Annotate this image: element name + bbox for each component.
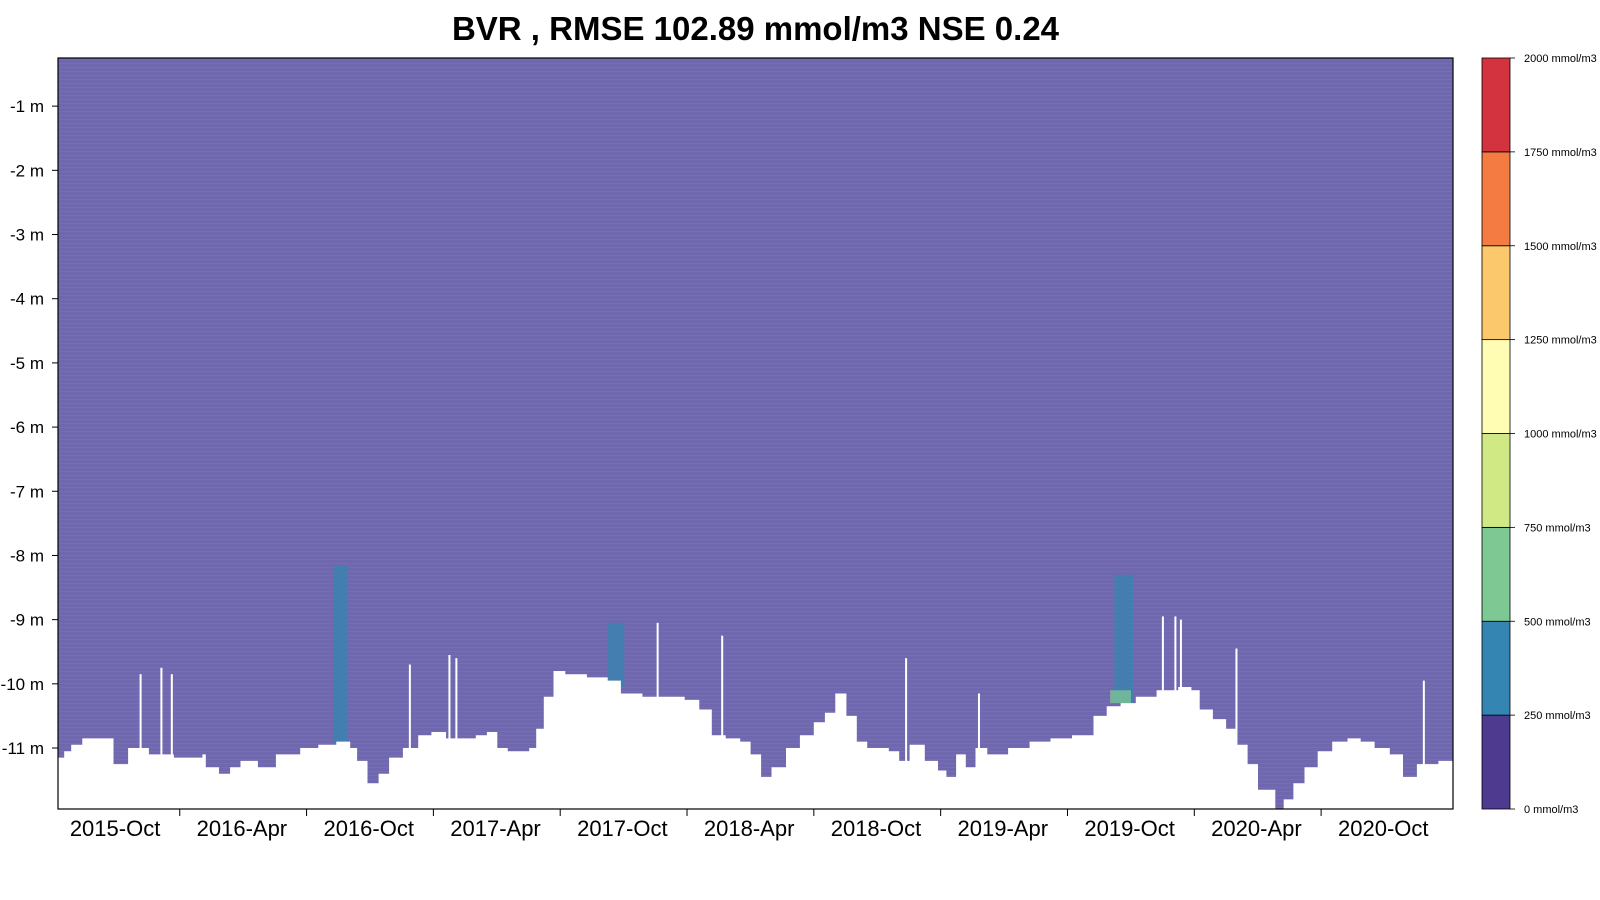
data-gap-10 <box>1161 616 1164 809</box>
data-gap-14 <box>1422 680 1425 809</box>
colorbar-bin-1 <box>1481 620 1511 716</box>
data-gap-0 <box>139 674 142 809</box>
high-value-patch-3 <box>1110 690 1131 704</box>
x-tick-label-4: 2017-Oct <box>577 816 668 841</box>
high-value-patch-2 <box>1114 574 1134 704</box>
data-gap-6 <box>656 622 659 809</box>
colorbar-bin-5 <box>1481 245 1511 341</box>
x-tick-label-8: 2019-Oct <box>1084 816 1175 841</box>
colorbar-bin-4 <box>1481 339 1511 434</box>
x-tick-label-0: 2015-Oct <box>70 816 161 841</box>
data-gap-1 <box>160 667 163 809</box>
heatmap-texture <box>58 58 1453 809</box>
data-gap-11 <box>1174 616 1177 809</box>
data-gap-13 <box>1235 648 1238 809</box>
colorbar-bin-7 <box>1481 57 1511 153</box>
colorbar-bin-6 <box>1481 151 1511 247</box>
x-tick-label-7: 2019-Apr <box>958 816 1049 841</box>
colorbar-label-6: 1500 mmol/m3 <box>1524 241 1597 253</box>
y-tick-label-5: -6 m <box>10 418 44 437</box>
colorbar-label-0: 0 mmol/m3 <box>1524 804 1578 816</box>
data-gap-12 <box>1179 619 1182 809</box>
colorbar-bin-2 <box>1481 526 1511 622</box>
colorbar-label-2: 500 mmol/m3 <box>1524 616 1591 628</box>
chart-title: BVR , RMSE 102.89 mmol/m3 NSE 0.24 <box>451 10 1060 47</box>
y-tick-label-0: -1 m <box>10 97 44 116</box>
y-tick-label-1: -2 m <box>10 161 44 180</box>
data-gap-4 <box>448 654 451 809</box>
y-tick-label-10: -11 m <box>2 739 44 758</box>
data-gap-5 <box>455 658 458 809</box>
data-gap-9 <box>977 693 980 809</box>
colorbar-label-3: 750 mmol/m3 <box>1524 522 1591 534</box>
no-data-region <box>58 671 1453 809</box>
y-tick-label-7: -8 m <box>10 546 44 565</box>
data-gap-8 <box>905 658 908 809</box>
plot-frame <box>57 57 1454 810</box>
high-value-patch-1 <box>607 622 625 688</box>
colorbar-bin-0 <box>1481 714 1511 810</box>
y-tick-label-8: -9 m <box>10 611 44 630</box>
colorbar-label-1: 250 mmol/m3 <box>1524 710 1591 722</box>
x-tick-label-6: 2018-Oct <box>831 816 922 841</box>
x-tick-label-3: 2017-Apr <box>450 816 541 841</box>
data-gap-7 <box>721 635 724 809</box>
colorbar-label-5: 1250 mmol/m3 <box>1524 335 1597 347</box>
high-value-patch-0 <box>333 565 349 758</box>
x-tick-label-5: 2018-Apr <box>704 816 795 841</box>
x-tick-label-1: 2016-Apr <box>197 816 288 841</box>
x-tick-label-2: 2016-Oct <box>323 816 414 841</box>
data-gap-3 <box>408 664 411 809</box>
y-tick-label-4: -5 m <box>10 354 44 373</box>
y-tick-label-3: -4 m <box>10 290 44 309</box>
y-tick-label-6: -7 m <box>10 482 44 501</box>
colorbar-label-4: 1000 mmol/m3 <box>1524 429 1597 441</box>
x-tick-label-9: 2020-Apr <box>1211 816 1302 841</box>
colorbar-label-7: 1750 mmol/m3 <box>1524 147 1597 159</box>
colorbar-bin-3 <box>1481 433 1511 528</box>
colorbar-label-8: 2000 mmol/m3 <box>1524 53 1597 65</box>
y-tick-label-9: -10 m <box>1 675 44 694</box>
x-tick-label-10: 2020-Oct <box>1338 816 1429 841</box>
y-tick-label-2: -3 m <box>10 226 44 245</box>
data-gap-2 <box>170 674 173 809</box>
